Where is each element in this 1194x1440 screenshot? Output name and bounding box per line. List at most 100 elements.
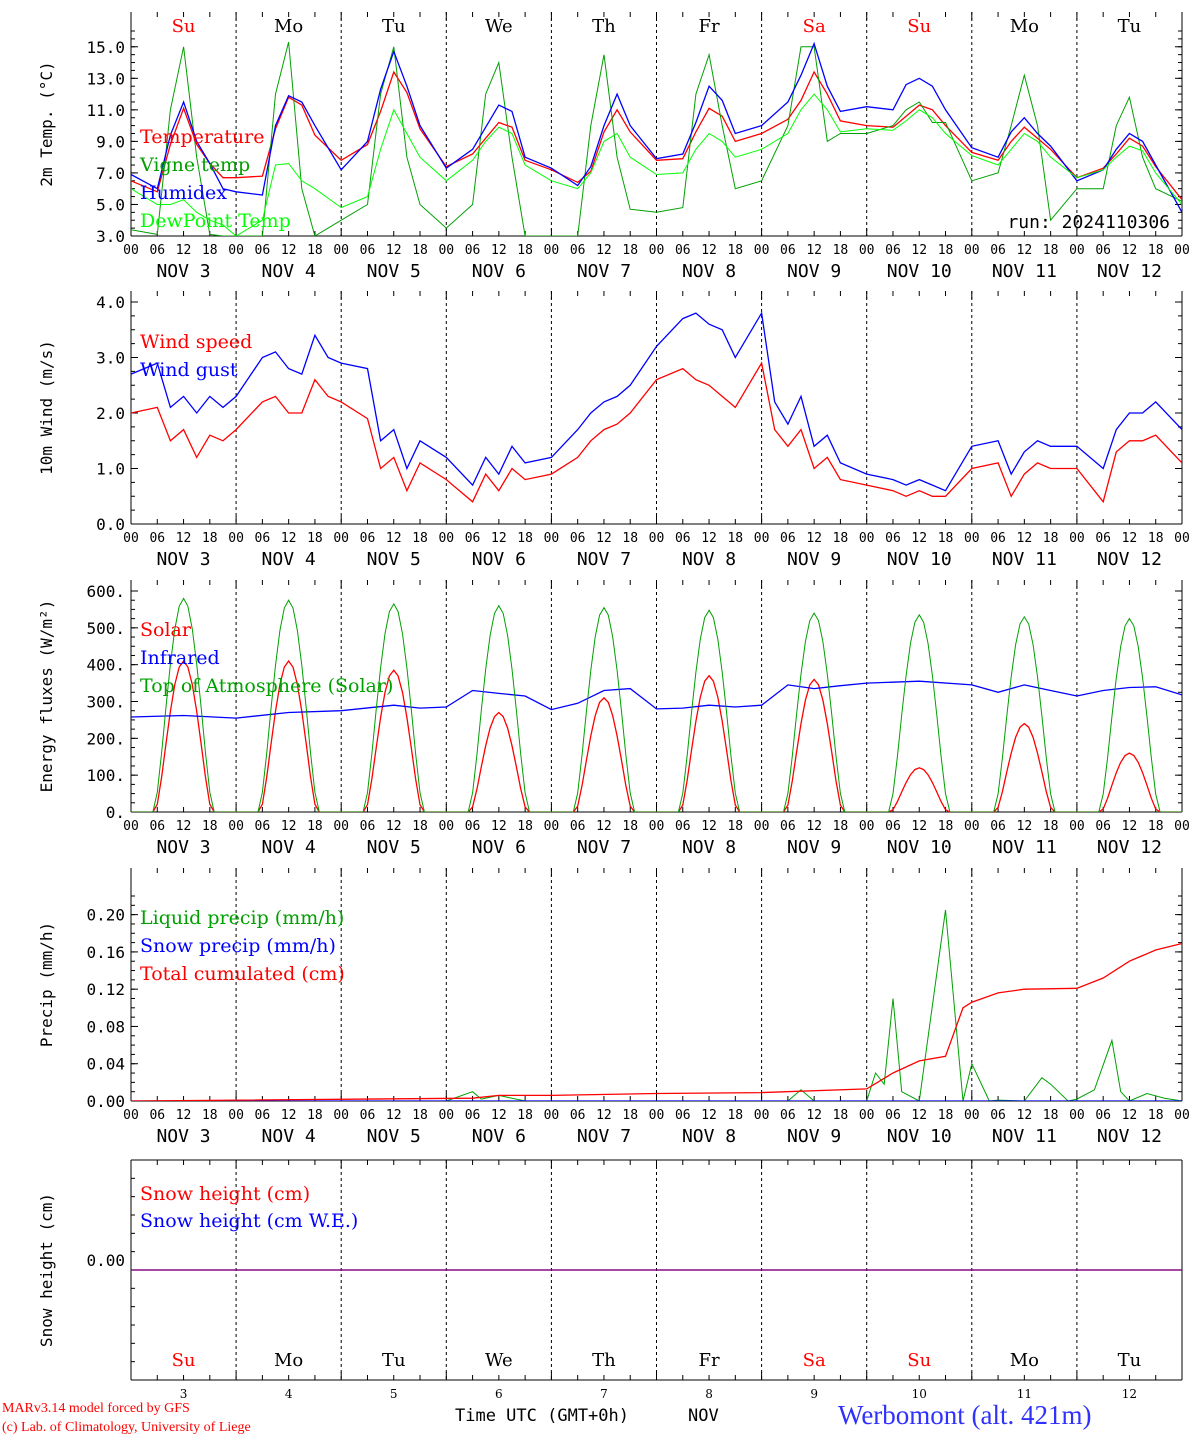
hour-tick-label: 00 (228, 1108, 244, 1123)
hour-tick-label: 18 (307, 531, 323, 546)
hour-tick-label: 00 (859, 531, 875, 546)
y-tick-label: 3.0 (96, 227, 125, 246)
day-of-week-label: Sa (803, 16, 826, 37)
hour-tick-label: 12 (386, 531, 402, 546)
day-number-label: 4 (285, 1387, 293, 1401)
hour-tick-label: 18 (622, 243, 638, 258)
hour-tick-label: 12 (596, 243, 612, 258)
date-label: NOV 4 (262, 261, 316, 282)
hour-tick-label: 06 (885, 243, 901, 258)
hour-tick-label: 18 (1148, 819, 1164, 834)
hour-tick-label: 18 (833, 243, 849, 258)
y-tick-label: 0.00 (86, 1092, 125, 1111)
day-of-week-label: Tu (382, 1350, 406, 1371)
date-label: NOV 3 (156, 549, 210, 570)
day-of-week-label: We (485, 1350, 513, 1371)
hour-tick-label: 00 (754, 531, 770, 546)
day-of-week-label: Th (592, 1350, 616, 1371)
hour-tick-label: 12 (386, 1108, 402, 1123)
date-label: NOV 7 (577, 837, 631, 858)
hour-tick-label: 00 (438, 819, 454, 834)
day-of-week-label: Su (907, 16, 931, 37)
date-label: NOV 10 (887, 1126, 952, 1147)
hour-tick-label: 18 (517, 531, 533, 546)
hour-tick-label: 06 (360, 531, 376, 546)
hour-tick-label: 06 (465, 819, 481, 834)
date-label: NOV 7 (577, 1126, 631, 1147)
y-tick-label: 500. (86, 619, 125, 638)
hour-tick-label: 12 (911, 819, 927, 834)
hour-tick-label: 18 (307, 243, 323, 258)
hour-tick-label: 18 (622, 1108, 638, 1123)
hour-tick-label: 06 (990, 819, 1006, 834)
hour-tick-label: 00 (544, 243, 560, 258)
hour-tick-label: 12 (491, 531, 507, 546)
y-axis-label: 10m Wind (m/s) (37, 340, 56, 475)
date-label: NOV 6 (472, 261, 526, 282)
day-of-week-label: Fr (699, 1350, 720, 1371)
date-label: NOV 10 (887, 837, 952, 858)
hour-tick-label: 06 (570, 243, 586, 258)
y-tick-label: 9.0 (96, 132, 125, 151)
day-number-label: 6 (495, 1387, 503, 1401)
hour-tick-label: 06 (149, 531, 165, 546)
date-label: NOV 6 (472, 837, 526, 858)
hour-tick-label: 00 (859, 1108, 875, 1123)
hour-tick-label: 00 (1174, 1108, 1190, 1123)
hour-tick-label: 12 (806, 1108, 822, 1123)
footer-model: MARv3.14 model forced by GFS (2, 1401, 190, 1416)
hour-tick-label: 18 (1148, 243, 1164, 258)
date-label: NOV 10 (887, 549, 952, 570)
date-label: NOV 9 (787, 1126, 841, 1147)
hour-tick-label: 00 (228, 243, 244, 258)
hour-tick-label: 18 (727, 243, 743, 258)
hour-tick-label: 00 (1174, 819, 1190, 834)
hour-tick-label: 12 (176, 243, 192, 258)
hour-tick-label: 00 (1174, 531, 1190, 546)
hour-tick-label: 06 (780, 243, 796, 258)
y-axis-label: Snow height (cm) (37, 1193, 56, 1347)
hour-tick-label: 00 (649, 243, 665, 258)
series-line-temperature (131, 70, 1182, 201)
date-label: NOV 5 (367, 549, 421, 570)
hour-tick-label: 12 (491, 819, 507, 834)
footer-credit: (c) Lab. of Climatology, University of L… (2, 1420, 251, 1435)
hour-tick-label: 18 (202, 531, 218, 546)
day-number-label: 8 (705, 1387, 713, 1401)
hour-tick-label: 06 (255, 819, 271, 834)
legend-entry: Vigne temp (139, 154, 250, 176)
hour-tick-label: 00 (438, 531, 454, 546)
hour-tick-label: 12 (1122, 819, 1138, 834)
date-label: NOV 3 (156, 837, 210, 858)
hour-tick-label: 12 (1122, 1108, 1138, 1123)
legend-entry: Total cumulated (cm) (140, 963, 345, 985)
hour-tick-label: 18 (727, 531, 743, 546)
legend-entry: Infrared (140, 647, 220, 669)
date-label: NOV 12 (1097, 1126, 1162, 1147)
y-tick-label: 0.08 (86, 1017, 125, 1036)
date-label: NOV 5 (367, 261, 421, 282)
hour-tick-label: 06 (255, 531, 271, 546)
hour-tick-label: 18 (833, 531, 849, 546)
hour-tick-label: 12 (911, 243, 927, 258)
hour-tick-label: 00 (438, 243, 454, 258)
hour-tick-label: 12 (806, 819, 822, 834)
hour-tick-label: 12 (281, 243, 297, 258)
series-line-top-of-atmosphere-solar- (131, 597, 1182, 812)
date-label: NOV 9 (787, 261, 841, 282)
hour-tick-label: 12 (386, 819, 402, 834)
hour-tick-label: 00 (754, 819, 770, 834)
hour-tick-label: 18 (412, 1108, 428, 1123)
legend-entry: Wind speed (140, 331, 252, 353)
hour-tick-label: 06 (990, 531, 1006, 546)
day-of-week-label: Tu (382, 16, 406, 37)
day-of-week-label: Mo (1010, 1350, 1039, 1371)
date-label: NOV 12 (1097, 261, 1162, 282)
hour-tick-label: 06 (675, 531, 691, 546)
hour-tick-label: 12 (281, 819, 297, 834)
date-label: NOV 8 (682, 549, 736, 570)
hour-tick-label: 12 (281, 531, 297, 546)
hour-tick-label: 12 (596, 1108, 612, 1123)
day-number-label: 12 (1122, 1387, 1137, 1401)
